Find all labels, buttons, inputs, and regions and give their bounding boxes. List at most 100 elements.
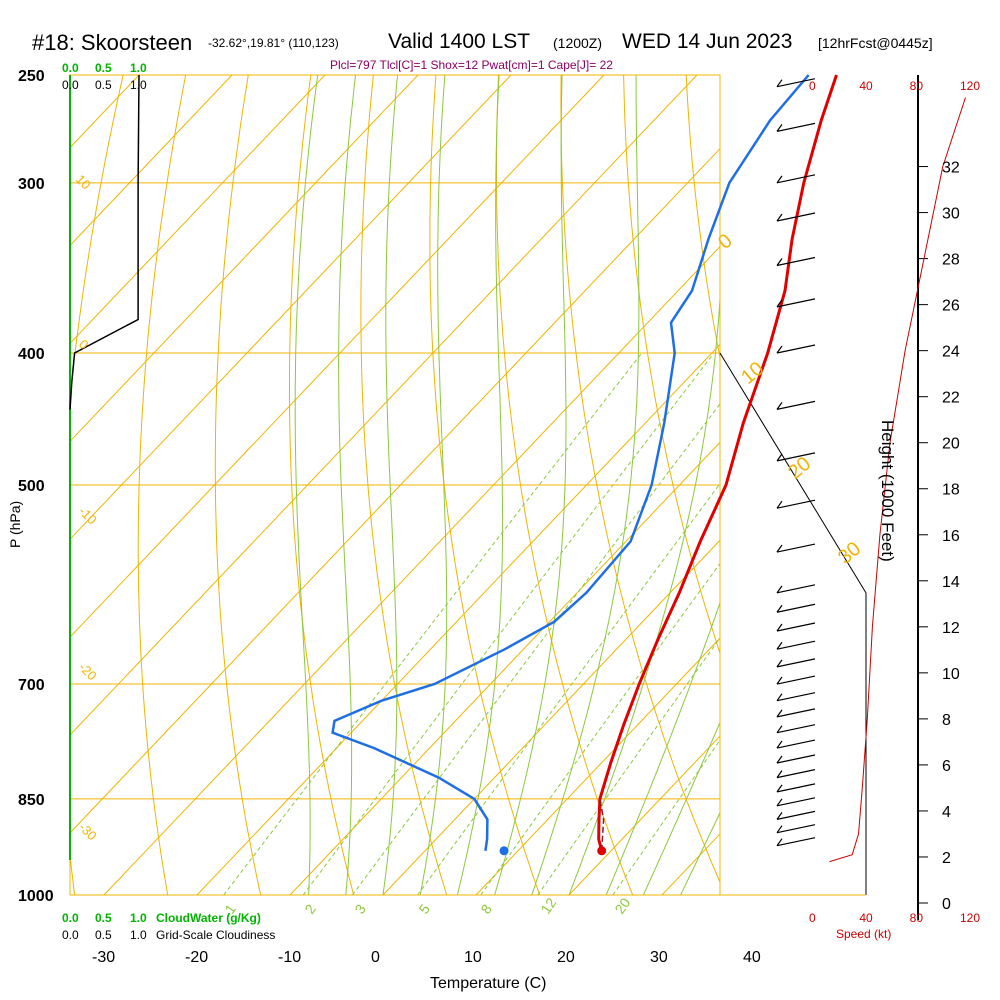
- moist-adiabat-line: [294, 75, 319, 895]
- wind-barb-flag: [776, 770, 783, 778]
- x-tick-label: 40: [743, 949, 761, 966]
- mixing-ratio-line: [537, 637, 720, 895]
- wind-barb: [776, 298, 816, 308]
- wind-barb-flag: [776, 213, 783, 222]
- dry-adiabat-line: [685, 75, 720, 361]
- speed-tick-label-top: 0: [809, 79, 816, 93]
- height-tick-label: 16: [942, 528, 960, 545]
- wind-barb-flag: [776, 812, 783, 820]
- wind-barb-flag: [776, 693, 783, 702]
- mixing-ratio-label: 3: [351, 901, 369, 917]
- dry-adiabat-line: [289, 75, 355, 895]
- wind-barb-flag: [776, 500, 783, 509]
- mixing-ratio-line: [417, 482, 720, 895]
- cloudiness-line: [69, 74, 140, 410]
- height-tick-label: 18: [942, 482, 960, 499]
- wind-barb-flag: [776, 740, 783, 749]
- wind-barb: [776, 837, 816, 847]
- isotherm-label: 0: [76, 337, 92, 353]
- wind-barb: [776, 212, 816, 222]
- dry-adiabat-line: [137, 75, 187, 895]
- cloudiness-tick-bottom: 1.0: [130, 928, 147, 942]
- cloudiness-tick-top: 1.0: [130, 78, 147, 92]
- isotherm-line: [70, 75, 326, 345]
- wind-barb-flag: [776, 838, 783, 847]
- height-tick-label: 30: [942, 206, 960, 223]
- isotherm-label: -20: [76, 660, 100, 684]
- wind-barb-flag: [776, 659, 783, 668]
- dry-adiabat-line: [0, 51, 5, 924]
- wind-barb-flag: [776, 124, 783, 132]
- isotherm-label: -10: [76, 504, 100, 528]
- height-boundary-line: [719, 352, 867, 895]
- x-tick-label: 10: [464, 949, 482, 966]
- cloudwater-tick-top: 0.0: [62, 61, 79, 75]
- moist-adiabat-line: [382, 75, 399, 895]
- mixing-ratio-label: 20: [611, 895, 633, 917]
- wind-barb-flag: [776, 784, 783, 793]
- speed-axis-label: Speed (kt): [836, 927, 891, 941]
- cloudwater-tick-top: 1.0: [130, 61, 147, 75]
- profile-layer: [69, 74, 966, 863]
- dry-adiabat-line: [496, 75, 634, 895]
- wind-barb-flag: [776, 755, 783, 764]
- mixing-ratio-line: [480, 562, 720, 895]
- y-axis-label: P (hPa): [7, 501, 23, 548]
- wind-barb: [776, 810, 816, 820]
- surface-dewpoint-point: [499, 846, 509, 856]
- x-tick-label: -20: [185, 949, 208, 966]
- speed-tick-label-top: 120: [960, 79, 980, 93]
- x-tick-label: -30: [92, 949, 115, 966]
- plot-clipped-grid: [0, 51, 1000, 924]
- dry-adiabat-line: [70, 75, 124, 895]
- wind-barb: [776, 708, 816, 718]
- wind-barb: [776, 256, 816, 267]
- parcel-path-line: [599, 798, 605, 851]
- dry-adiabat-line: [809, 51, 1000, 924]
- wind-barb-flag: [776, 825, 783, 834]
- cloudwater-tick-top: 0.5: [95, 61, 112, 75]
- cloudwater-tick-bottom: 0.0: [62, 911, 79, 925]
- wind-barb-flag: [776, 641, 783, 650]
- moist-adiabat-line: [531, 75, 640, 895]
- height-axis-label: Height (1000 Feet): [878, 420, 897, 562]
- height-tick-label: 2: [942, 850, 951, 867]
- speed-tick-label-bottom: 40: [859, 911, 873, 925]
- wind-barb-flag: [776, 623, 783, 632]
- zulu-time: (1200Z): [553, 35, 603, 51]
- height-tick-label: 32: [942, 160, 960, 177]
- wind-barb: [776, 658, 816, 668]
- dry-adiabat-line: [429, 75, 541, 895]
- cloudwater-axis-label: CloudWater (g/Kg): [156, 911, 261, 925]
- height-tick-label: 24: [942, 344, 960, 361]
- wind-barb: [776, 584, 816, 594]
- isotherm-line: [755, 75, 1000, 895]
- dry-adiabat-label: 30: [834, 538, 865, 569]
- height-tick-label: 20: [942, 436, 960, 453]
- cloudiness-tick-bottom: 0.0: [62, 928, 79, 942]
- wind-barb-flag: [776, 258, 783, 266]
- moist-adiabat-line: [456, 75, 504, 895]
- wind-barb-flag: [776, 709, 783, 718]
- moist-adiabat-line: [642, 721, 720, 895]
- station-coords: -32.62°,19.81° (110,123): [208, 36, 339, 50]
- wind-barb: [776, 724, 816, 734]
- wind-barb-flag: [776, 299, 783, 308]
- wind-speed-line: [829, 97, 966, 863]
- dry-adiabat-line: [747, 51, 1000, 924]
- wind-barb: [776, 452, 816, 462]
- height-tick-label: 22: [942, 390, 960, 407]
- forecast-date: WED 14 Jun 2023: [622, 30, 793, 53]
- wind-barb: [776, 622, 816, 632]
- x-tick-label: 30: [650, 949, 668, 966]
- isotherm-label: 10: [73, 172, 94, 193]
- isotherm-line: [848, 75, 1000, 895]
- wind-barb: [776, 174, 816, 184]
- wind-barb: [776, 344, 816, 354]
- height-tick-label: 4: [942, 804, 951, 821]
- grid-layer: [0, 51, 1000, 924]
- cloudiness-tick-top: 0.5: [95, 78, 112, 92]
- mixing-ratio-line: [351, 403, 720, 895]
- isotherm-line: [70, 75, 233, 247]
